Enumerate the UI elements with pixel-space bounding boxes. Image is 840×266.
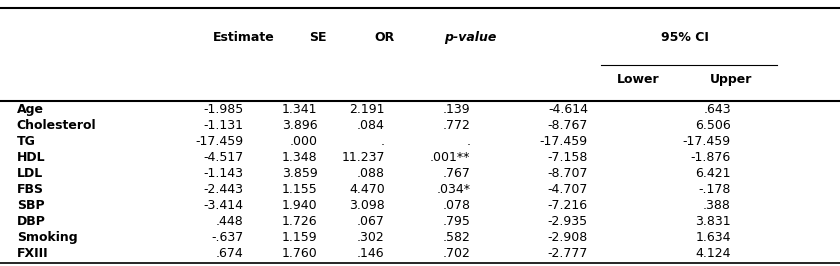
Text: 1.940: 1.940	[282, 199, 318, 212]
Text: .388: .388	[703, 199, 731, 212]
Text: OR: OR	[375, 31, 395, 44]
Text: -8.767: -8.767	[548, 119, 588, 132]
Text: 6.421: 6.421	[696, 167, 731, 180]
Text: Age: Age	[17, 103, 44, 116]
Text: Smoking: Smoking	[17, 231, 77, 244]
Text: -1.143: -1.143	[203, 167, 244, 180]
Text: 1.348: 1.348	[282, 151, 318, 164]
Text: .001**: .001**	[430, 151, 470, 164]
Text: .643: .643	[703, 103, 731, 116]
Text: Lower: Lower	[617, 73, 659, 86]
Text: LDL: LDL	[17, 167, 43, 180]
Text: 1.155: 1.155	[281, 183, 318, 196]
Text: -4.707: -4.707	[548, 183, 588, 196]
Text: 6.506: 6.506	[695, 119, 731, 132]
Text: .: .	[466, 135, 470, 148]
Text: 3.896: 3.896	[282, 119, 318, 132]
Text: FBS: FBS	[17, 183, 44, 196]
Text: .702: .702	[443, 247, 470, 260]
Text: SE: SE	[309, 31, 326, 44]
Text: SBP: SBP	[17, 199, 45, 212]
Text: 1.634: 1.634	[696, 231, 731, 244]
Text: -2.908: -2.908	[548, 231, 588, 244]
Text: .582: .582	[443, 231, 470, 244]
Text: 4.124: 4.124	[696, 247, 731, 260]
Text: .: .	[381, 135, 385, 148]
Text: 3.859: 3.859	[281, 167, 318, 180]
Text: HDL: HDL	[17, 151, 45, 164]
Text: -2.443: -2.443	[203, 183, 244, 196]
Text: .674: .674	[216, 247, 244, 260]
Text: .088: .088	[357, 167, 385, 180]
Text: 2.191: 2.191	[349, 103, 385, 116]
Text: .772: .772	[443, 119, 470, 132]
Text: -.178: -.178	[698, 183, 731, 196]
Text: 3.098: 3.098	[349, 199, 385, 212]
Text: 1.726: 1.726	[282, 215, 318, 228]
Text: .795: .795	[443, 215, 470, 228]
Text: .767: .767	[443, 167, 470, 180]
Text: .139: .139	[443, 103, 470, 116]
Text: TG: TG	[17, 135, 35, 148]
Text: 3.831: 3.831	[696, 215, 731, 228]
Text: .078: .078	[443, 199, 470, 212]
Text: -.637: -.637	[212, 231, 244, 244]
Text: .084: .084	[357, 119, 385, 132]
Text: -17.459: -17.459	[683, 135, 731, 148]
Text: -2.935: -2.935	[548, 215, 588, 228]
Text: .067: .067	[357, 215, 385, 228]
Text: .302: .302	[357, 231, 385, 244]
Text: -7.216: -7.216	[548, 199, 588, 212]
Text: -2.777: -2.777	[548, 247, 588, 260]
Text: .034*: .034*	[437, 183, 470, 196]
Text: -4.517: -4.517	[203, 151, 244, 164]
Text: -8.707: -8.707	[548, 167, 588, 180]
Text: 1.341: 1.341	[282, 103, 318, 116]
Text: 11.237: 11.237	[341, 151, 385, 164]
Text: -3.414: -3.414	[203, 199, 244, 212]
Text: Cholesterol: Cholesterol	[17, 119, 97, 132]
Text: 95% CI: 95% CI	[661, 31, 708, 44]
Text: .000: .000	[290, 135, 318, 148]
Text: -7.158: -7.158	[548, 151, 588, 164]
Text: DBP: DBP	[17, 215, 45, 228]
Text: -4.614: -4.614	[548, 103, 588, 116]
Text: 4.470: 4.470	[349, 183, 385, 196]
Text: Estimate: Estimate	[213, 31, 275, 44]
Text: -1.985: -1.985	[203, 103, 244, 116]
Text: -17.459: -17.459	[196, 135, 244, 148]
Text: .448: .448	[216, 215, 244, 228]
Text: .146: .146	[357, 247, 385, 260]
Text: Upper: Upper	[710, 73, 752, 86]
Text: 1.159: 1.159	[282, 231, 318, 244]
Text: FXIII: FXIII	[17, 247, 49, 260]
Text: -17.459: -17.459	[540, 135, 588, 148]
Text: -1.876: -1.876	[690, 151, 731, 164]
Text: -1.131: -1.131	[203, 119, 244, 132]
Text: p-value: p-value	[444, 31, 496, 44]
Text: 1.760: 1.760	[281, 247, 318, 260]
